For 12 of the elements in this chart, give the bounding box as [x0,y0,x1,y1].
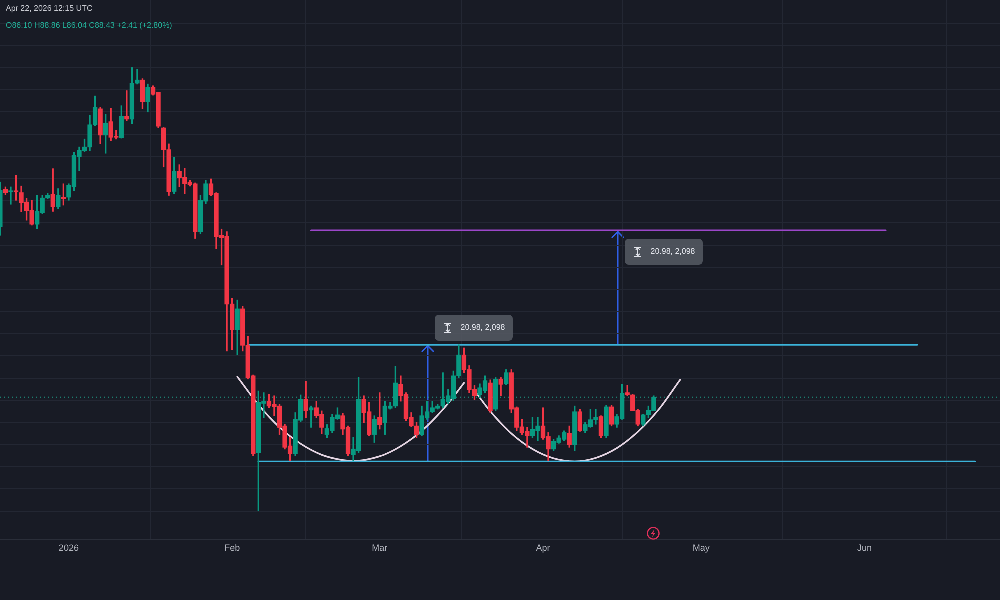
x-tick-label: Feb [224,543,240,554]
x-tick-label: Mar [372,543,388,554]
candlestick [124,90,130,122]
x-tick-label: Jun [857,543,872,554]
text: O86.10 H88.86 L86.04 C88.43 +2.41 (+2.80%) [6,20,172,32]
text: Apr 22, 2026 12:15 UTC [6,3,94,15]
annotation: 20.98, 2,098 [650,246,696,257]
x-tick-label: May [692,543,710,554]
x-tick-label: Apr [536,543,550,554]
x-tick-label: 2026 [58,543,79,554]
annotation: 20.98, 2,098 [460,323,506,334]
candlestick [8,186,14,205]
